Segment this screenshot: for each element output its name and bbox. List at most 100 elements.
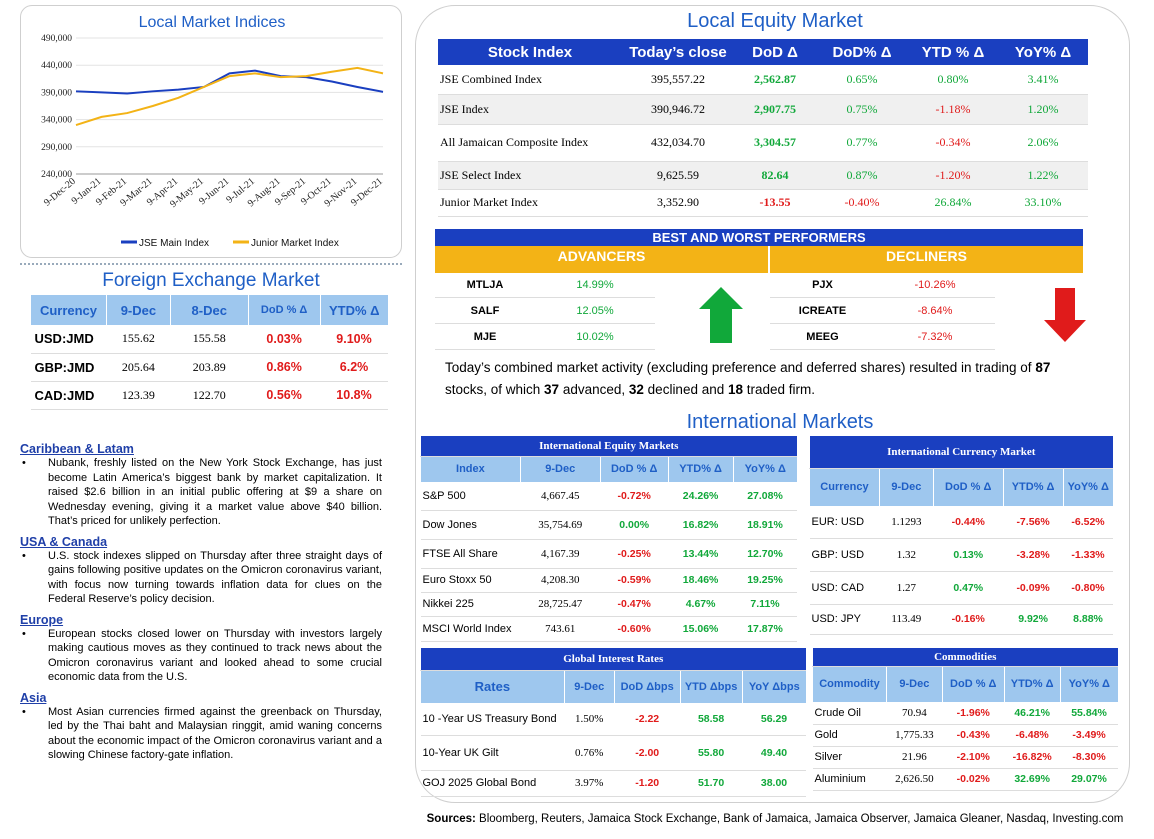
- row-name: EUR: USD: [809, 506, 880, 539]
- fx-table: Currency 9-Dec 8-Dec DoD % Δ YTD% Δ USD:…: [30, 295, 388, 410]
- equity-dodp: 0.65%: [816, 65, 908, 95]
- row-name: Dow Jones: [420, 510, 521, 540]
- table-row: S&P 500 4,667.45 -0.72% 24.26% 27.08%: [420, 482, 797, 511]
- row-yoy: -6.52%: [1063, 506, 1113, 539]
- row-dod: 0.13%: [933, 538, 1004, 572]
- fx-ytd: 9.10%: [320, 325, 388, 354]
- equity-header: Today’s close: [622, 39, 734, 65]
- fx-currency: GBP:JMD: [30, 353, 107, 382]
- row-dod: -0.02%: [942, 768, 1005, 791]
- equity-row: JSE Select Index 9,625.59 82.64 0.87% -1.20%…: [438, 161, 1088, 190]
- table-row: MSCI World Index 743.61 -0.60% 15.06% 17.87%: [420, 616, 797, 642]
- column-header: YTD% Δ: [1002, 468, 1064, 506]
- fx-currency: USD:JMD: [30, 325, 107, 354]
- equity-index-name: JSE Select Index: [438, 161, 622, 190]
- row-dod: -0.16%: [933, 604, 1004, 635]
- performer-row: ICREATE -8.64%: [770, 298, 995, 324]
- equity-header: DoD Δ: [734, 39, 816, 65]
- row-value: 1.27: [879, 571, 934, 605]
- fx-value: 123.39: [106, 381, 171, 410]
- equity-ytd: 26.84%: [908, 189, 998, 217]
- row-ytd: -16.82%: [1004, 746, 1061, 769]
- row-dod: -0.59%: [600, 568, 669, 593]
- row-name: USD: CAD: [809, 571, 880, 605]
- row-ytd: 32.69%: [1004, 768, 1061, 791]
- row-yoy: 19.25%: [733, 568, 797, 593]
- bullet-icon: •: [22, 705, 26, 718]
- fx-value: 122.70: [170, 381, 249, 410]
- fx-ytd: 6.2%: [320, 353, 388, 382]
- right-panel: [415, 5, 1130, 803]
- series-line: [75, 66, 384, 126]
- bullet-icon: •: [22, 457, 26, 469]
- table-row: Silver 21.96 -2.10% -16.82% -8.30%: [812, 746, 1118, 769]
- row-dod: -2.22: [614, 703, 681, 736]
- equity-close: 390,946.72: [622, 94, 734, 125]
- equity-row: Junior Market Index 3,352.90 -13.55 -0.40% 2…: [438, 189, 1088, 217]
- up-arrow-icon: [699, 287, 743, 343]
- row-name: Crude Oil: [812, 702, 887, 725]
- equity-close: 395,557.22: [622, 65, 734, 95]
- row-value: 21.96: [886, 746, 943, 769]
- decliners-list: PJX -10.26% ICREATE -8.64% MEEG -7.32%: [770, 272, 995, 350]
- equity-yoy: 3.41%: [998, 65, 1088, 95]
- row-yoy: -3.49%: [1060, 724, 1118, 747]
- fx-header: DoD % Δ: [247, 295, 321, 325]
- column-header: Currency: [809, 468, 880, 506]
- row-name: Silver: [812, 746, 887, 769]
- row-ytd: 58.58: [680, 703, 743, 736]
- news-heading: Asia: [20, 690, 47, 705]
- row-dod: -0.60%: [600, 616, 669, 642]
- row-name: Aluminium: [812, 768, 887, 791]
- market-summary: Today’s combined market activity (exclud…: [445, 357, 1085, 401]
- fx-row: CAD:JMD 123.39 122.70 0.56% 10.8%: [30, 381, 388, 410]
- equity-dod: 2,562.87: [734, 65, 816, 95]
- summary-firm: 18: [728, 382, 744, 397]
- row-value: 4,167.39: [520, 539, 601, 569]
- advancers-list: MTLJA 14.99% SALF 12.05% MJE 10.02%: [435, 272, 655, 350]
- table-header-row: Rates 9-Dec DoD Δbps YTD Δbps YoY Δbps: [420, 670, 806, 703]
- row-yoy: 17.87%: [733, 616, 797, 642]
- performer-pct: -8.64%: [917, 305, 953, 317]
- performer-pct: 10.02%: [576, 331, 614, 343]
- table-title-row: Global Interest Rates: [420, 648, 806, 671]
- fx-value: 203.89: [170, 353, 249, 382]
- sources-line: Sources: Bloomberg, Reuters, Jamaica Sto…: [415, 813, 1135, 825]
- equity-dodp: 0.77%: [816, 124, 908, 162]
- row-ytd: 24.26%: [668, 482, 734, 511]
- table-title: Global Interest Rates: [420, 648, 806, 671]
- summary-text: declined and: [643, 382, 728, 397]
- row-ytd: -6.48%: [1004, 724, 1061, 747]
- row-dod: 0.00%: [600, 510, 669, 540]
- table-title: Commodities: [812, 648, 1118, 667]
- row-dod: -1.96%: [942, 702, 1005, 725]
- equity-close: 432,034.70: [622, 124, 734, 162]
- row-ytd: 15.06%: [668, 616, 734, 642]
- performer-symbol: ICREATE: [798, 305, 847, 317]
- news-item: • Nubank, freshly listed on the New York …: [20, 456, 382, 529]
- table-row: Gold 1,775.33 -0.43% -6.48% -3.49%: [812, 724, 1118, 747]
- fx-row: USD:JMD 155.62 155.58 0.03% 9.10%: [30, 325, 388, 354]
- summary-text: traded firm.: [743, 382, 816, 397]
- row-ytd: -3.28%: [1003, 538, 1064, 572]
- row-dod: -0.72%: [600, 482, 669, 511]
- row-dod: -2.10%: [942, 746, 1005, 769]
- performer-pct: -7.32%: [917, 331, 953, 343]
- column-header: YTD% Δ: [1003, 666, 1061, 702]
- fx-header: 8-Dec: [169, 295, 249, 325]
- equity-ytd: -1.18%: [908, 94, 998, 125]
- column-header: 9-Dec: [885, 666, 943, 702]
- row-ytd: -7.56%: [1003, 506, 1064, 539]
- summary-advanced: 37: [544, 382, 560, 397]
- table-row: Euro Stoxx 50 4,208.30 -0.59% 18.46% 19.25%: [420, 568, 797, 593]
- row-dod: -0.25%: [600, 539, 669, 569]
- y-tick-label: 440,000: [41, 61, 72, 71]
- fx-dod: 0.03%: [248, 325, 321, 354]
- equity-index-name: Junior Market Index: [438, 189, 622, 217]
- legend-label: Junior Market Index: [251, 238, 339, 249]
- performer-pct: 14.99%: [576, 279, 614, 291]
- y-tick-label: 490,000: [41, 34, 72, 44]
- news-item: • European stocks closed lower on Thursda…: [20, 627, 382, 685]
- performer-symbol: PJX: [812, 279, 833, 291]
- equity-header: DoD% Δ: [816, 39, 908, 65]
